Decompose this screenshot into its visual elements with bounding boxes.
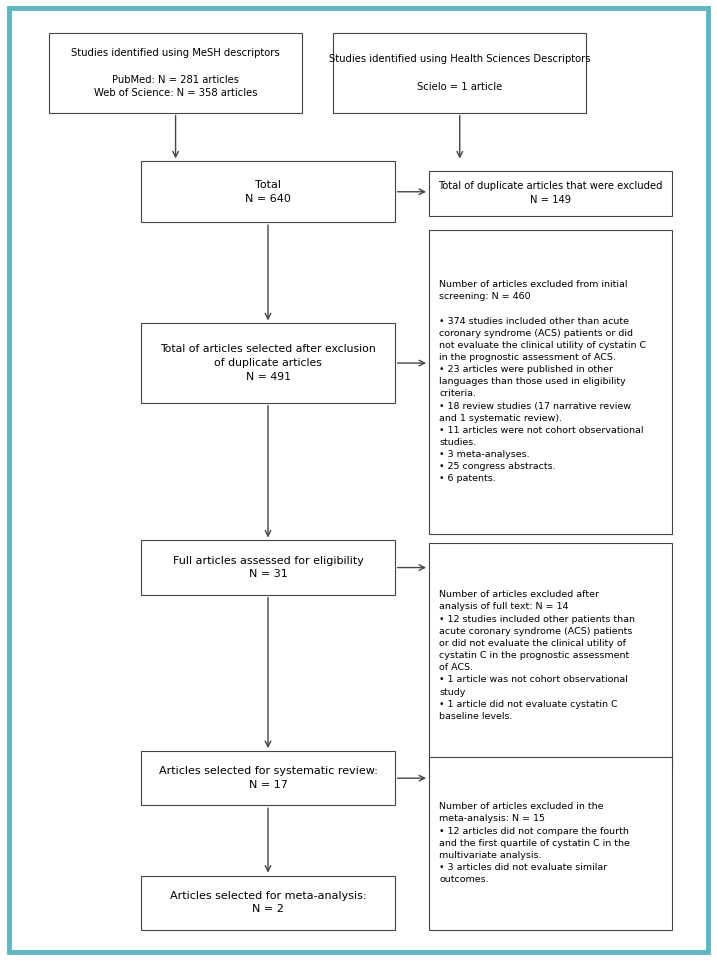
Bar	[429, 229, 672, 534]
Text: Total of articles selected after exclusion
of duplicate articles
N = 491: Total of articles selected after exclusi…	[160, 345, 376, 382]
Text: Studies identified using Health Sciences Descriptors

Scielo = 1 article: Studies identified using Health Sciences…	[329, 55, 591, 91]
Bar	[141, 324, 394, 403]
Bar	[141, 540, 394, 594]
Text: Full articles assessed for eligibility
N = 31: Full articles assessed for eligibility N…	[173, 556, 364, 580]
Text: Number of articles excluded in the
meta-analysis: N = 15
• 12 articles did not c: Number of articles excluded in the meta-…	[440, 803, 630, 884]
Text: Number of articles excluded from initial
screening: N = 460

• 374 studies inclu: Number of articles excluded from initial…	[440, 280, 646, 484]
Bar	[49, 33, 303, 112]
Bar	[141, 161, 394, 222]
Bar	[333, 33, 587, 112]
Bar	[141, 751, 394, 805]
Text: Total of duplicate articles that were excluded
N = 149: Total of duplicate articles that were ex…	[438, 181, 663, 205]
Text: Total
N = 640: Total N = 640	[245, 180, 291, 204]
Text: Number of articles excluded after
analysis of full text: N = 14
• 12 studies inc: Number of articles excluded after analys…	[440, 590, 635, 721]
Text: Studies identified using MeSH descriptors

PubMed: N = 281 articles
Web of Scien: Studies identified using MeSH descriptor…	[71, 47, 280, 98]
Bar	[429, 543, 672, 768]
Bar	[429, 171, 672, 216]
Bar	[141, 876, 394, 930]
Text: Articles selected for systematic review:
N = 17: Articles selected for systematic review:…	[158, 766, 377, 790]
Bar	[429, 756, 672, 930]
Text: Articles selected for meta-analysis:
N = 2: Articles selected for meta-analysis: N =…	[170, 891, 366, 915]
